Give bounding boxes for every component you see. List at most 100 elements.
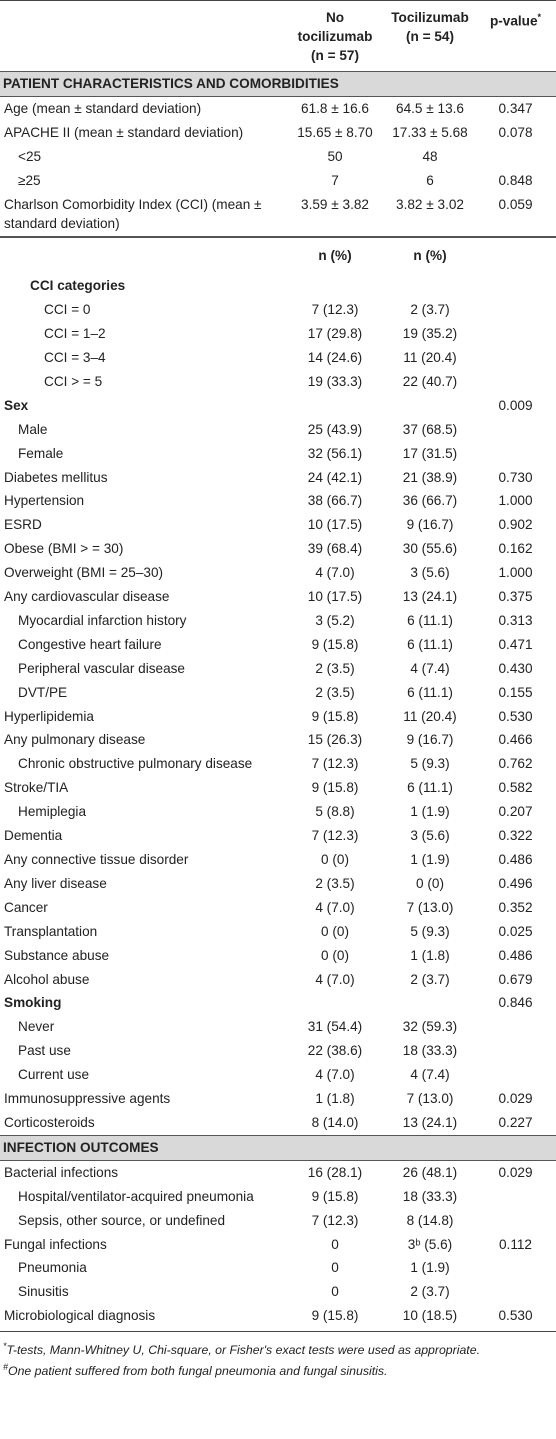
row-label: <25 xyxy=(18,148,42,164)
column-name: Tocilizumab xyxy=(391,10,469,25)
table-row: Stroke/TIA 9 (15.8) 6 (11.1) 0.582 xyxy=(0,776,556,800)
value-cell: 7 (12.3) xyxy=(311,828,359,844)
table-row: Corticosteroids 8 (14.0) 13 (24.1) 0.227 xyxy=(0,1111,556,1135)
value-cell: 0.375 xyxy=(498,589,533,605)
row-label: Stroke/TIA xyxy=(4,780,69,796)
value-cell: 32 (59.3) xyxy=(402,1019,458,1035)
value-cell: 3 (5.2) xyxy=(315,612,355,628)
cell xyxy=(475,1256,556,1280)
value-cell: 9 (15.8) xyxy=(311,708,359,724)
table-row: Any pulmonary disease 15 (26.3) 9 (16.7) 0.… xyxy=(0,728,556,752)
header-cell: Tocilizumab (n = 54) xyxy=(385,1,475,72)
cell xyxy=(385,274,475,298)
row-label: Any pulmonary disease xyxy=(4,732,146,748)
value-cell: 0.313 xyxy=(498,612,533,628)
header-row: No tocilizumab (n = 57) Tocilizumab (n = 54… xyxy=(0,1,556,72)
column-name: p-value xyxy=(489,13,538,29)
table-row: Peripheral vascular disease 2 (3.5) 4 (7.4… xyxy=(0,657,556,681)
value-cell: 0.679 xyxy=(498,971,533,987)
value-cell: 64.5 ± 13.6 xyxy=(396,100,464,116)
value-cell: 2 (3.5) xyxy=(315,875,355,891)
table-row: Chronic obstructive pulmonary disease 7 (… xyxy=(0,752,556,776)
subheader-cell: n (%) xyxy=(385,236,475,275)
row-label: Obese (BMI > = 30) xyxy=(4,541,124,557)
value-cell: 2 (3.5) xyxy=(315,660,355,676)
value-cell: 0.322 xyxy=(498,828,533,844)
table-row: Any cardiovascular disease 10 (17.5) 13 (2… xyxy=(0,585,556,609)
row-label: Fungal infections xyxy=(4,1236,107,1252)
cell xyxy=(475,346,556,370)
cell xyxy=(475,298,556,322)
cell xyxy=(475,1015,556,1039)
value-cell: 15 (26.3) xyxy=(307,732,363,748)
cell xyxy=(285,274,385,298)
value-cell: 3 (5.6) xyxy=(410,565,450,581)
value-cell: 13 (24.1) xyxy=(402,589,458,605)
row-label: Pneumonia xyxy=(18,1260,87,1276)
table-row: CCI = 3–4 14 (24.6) 11 (20.4) xyxy=(0,346,556,370)
value-cell: 0.029 xyxy=(498,1164,533,1180)
footnotes: *T-tests, Mann-Whitney U, Chi-square, or… xyxy=(0,1331,556,1386)
row-label: Any cardiovascular disease xyxy=(4,589,170,605)
value-cell: 0.530 xyxy=(498,708,533,724)
value-cell: 0.430 xyxy=(498,660,533,676)
value-cell: 10 (17.5) xyxy=(307,589,363,605)
value-cell: 0.486 xyxy=(498,852,533,867)
cell xyxy=(475,145,556,169)
value-cell: 0 xyxy=(331,1236,339,1252)
value-cell: 10 (17.5) xyxy=(307,517,363,533)
value-cell: 18 (33.3) xyxy=(402,1188,458,1204)
row-heading: CCI categories xyxy=(30,278,126,294)
row-label: Corticosteroids xyxy=(4,1114,95,1130)
value-cell: 1 (1.9) xyxy=(410,1260,450,1276)
row-label: Any liver disease xyxy=(4,875,107,891)
value-cell: 0 (0) xyxy=(321,852,349,867)
table-row: Microbiological diagnosis 9 (15.8) 10 (18.… xyxy=(0,1304,556,1328)
cell xyxy=(475,1185,556,1209)
value-cell: 4 (7.4) xyxy=(410,1067,450,1083)
row-label: Bacterial infections xyxy=(4,1164,119,1180)
table-row: Hemiplegia 5 (8.8) 1 (1.9) 0.207 xyxy=(0,800,556,824)
value-cell: 11 (20.4) xyxy=(403,708,457,724)
value-cell: 0.471 xyxy=(498,636,533,652)
row-label: Any connective tissue disorder xyxy=(4,852,189,867)
footnote-mark: # xyxy=(3,1362,9,1373)
value-cell: 2 (3.7) xyxy=(410,302,450,318)
value-cell: 3.59 ± 3.82 xyxy=(301,196,369,212)
value-cell: 24 (42.1) xyxy=(307,469,363,485)
cell xyxy=(475,322,556,346)
table-row: CCI > = 5 19 (33.3) 22 (40.7) xyxy=(0,370,556,394)
value-cell: 4 (7.4) xyxy=(410,660,450,676)
table-row: Past use 22 (38.6) 18 (33.3) xyxy=(0,1039,556,1063)
table-row: CCI = 0 7 (12.3) 2 (3.7) xyxy=(0,298,556,322)
value-cell: 0 (0) xyxy=(321,923,349,939)
cell xyxy=(385,991,475,1015)
cell xyxy=(475,1209,556,1233)
value-cell: 7 (12.3) xyxy=(311,1212,359,1228)
value-cell: 0.496 xyxy=(498,875,533,891)
table-row: APACHE II (mean ± standard deviation) 15.… xyxy=(0,121,556,145)
value-cell: 61.8 ± 16.6 xyxy=(301,100,369,116)
table-row: Obese (BMI > = 30) 39 (68.4) 30 (55.6) 0.16… xyxy=(0,537,556,561)
table-row: <25 50 48 xyxy=(0,145,556,169)
value-cell: 32 (56.1) xyxy=(307,445,363,461)
row-label: Charlson Comorbidity Index (CCI) (mean ±… xyxy=(4,196,262,232)
value-cell: 9 (15.8) xyxy=(311,1308,359,1324)
value-cell: 0 xyxy=(331,1284,339,1300)
column-n: (n = 57) xyxy=(311,48,359,63)
row-label: ≥25 xyxy=(18,172,41,188)
value-cell: 3ᵇ (5.6) xyxy=(407,1236,453,1252)
value-cell: 0.207 xyxy=(498,804,533,820)
value-cell: 1 (1.8) xyxy=(410,947,450,963)
value-cell: 5 (9.3) xyxy=(410,756,450,772)
row-heading: Smoking xyxy=(4,995,62,1011)
value-cell: 0.352 xyxy=(498,899,533,915)
value-cell: 0.848 xyxy=(498,172,533,188)
row-label: Male xyxy=(18,421,48,437)
table-row: Any connective tissue disorder 0 (0) 1 (1.… xyxy=(0,848,556,872)
column-name: No tocilizumab xyxy=(297,10,373,44)
value-cell: 0.025 xyxy=(498,923,533,939)
value-cell: 50 xyxy=(327,148,343,164)
value-cell: 0.730 xyxy=(498,469,533,485)
table-row: Myocardial infarction history 3 (5.2) 6 (1… xyxy=(0,609,556,633)
